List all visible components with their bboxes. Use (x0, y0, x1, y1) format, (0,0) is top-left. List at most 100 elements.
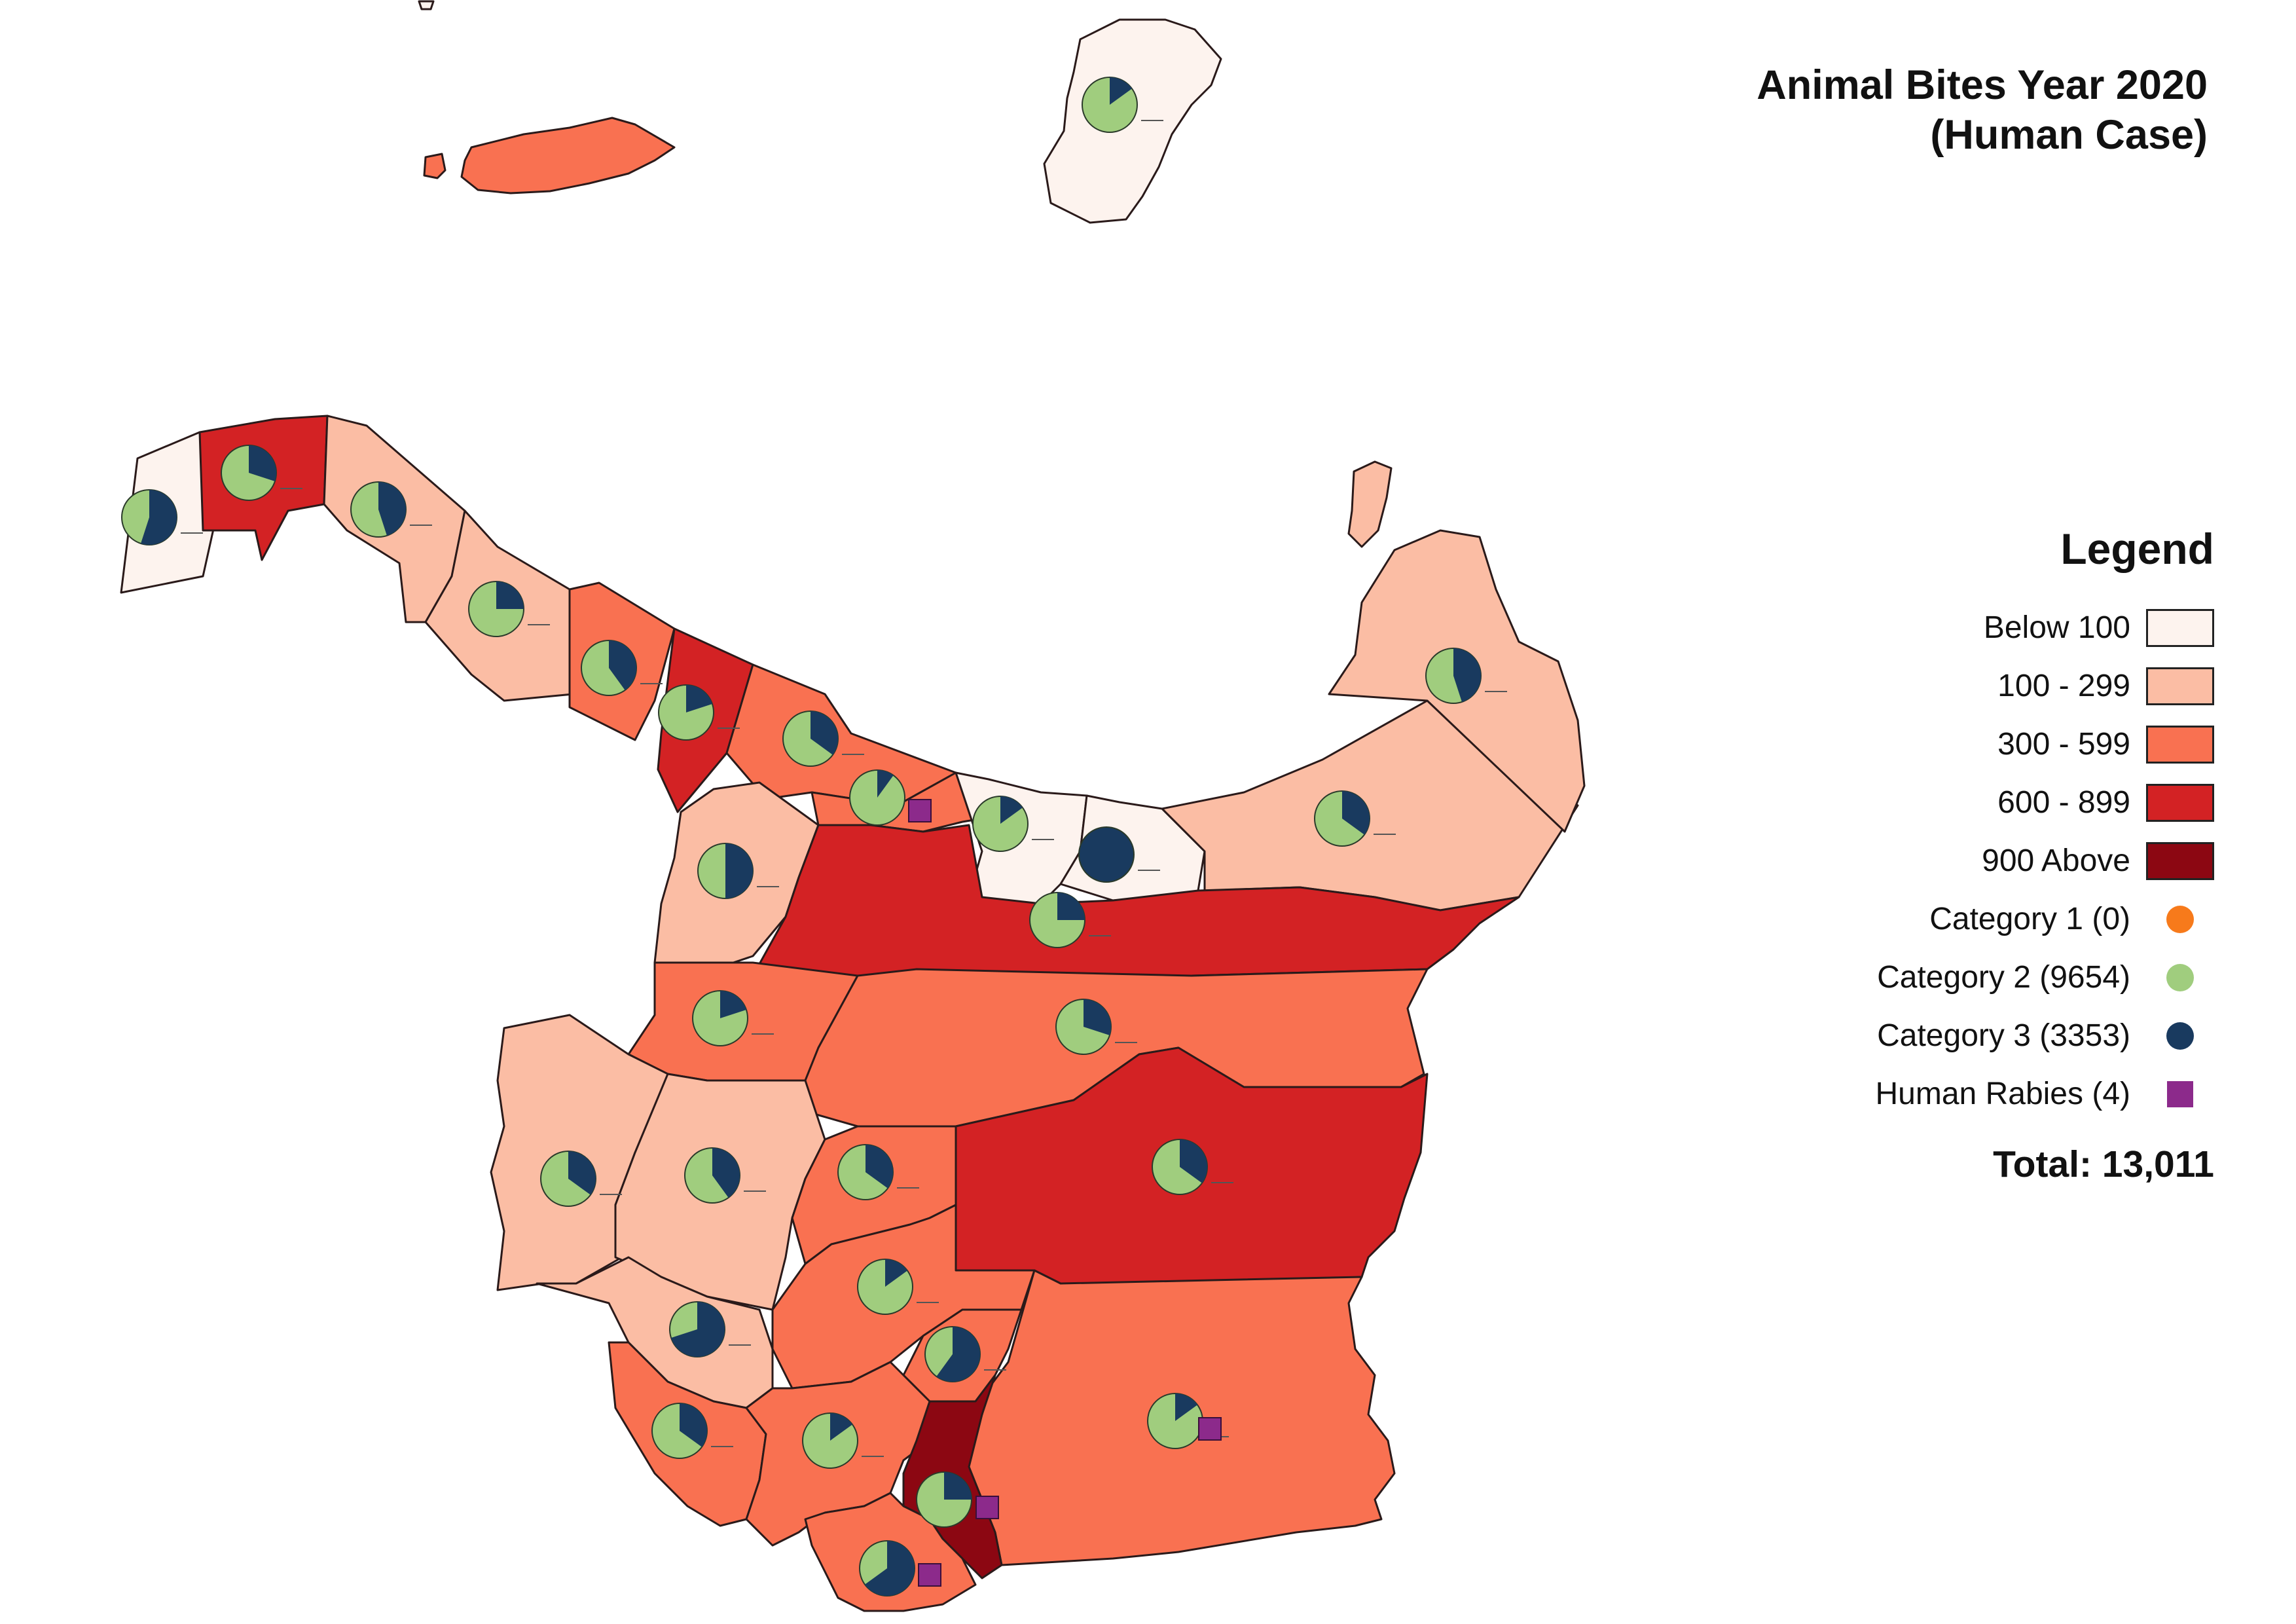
category-pie (972, 796, 1054, 852)
legend-swatch (2146, 725, 2214, 764)
category-pie (857, 1259, 939, 1315)
category-pie (1425, 648, 1507, 704)
pie-category-3-slice (609, 640, 636, 690)
category-pie (1152, 1139, 1233, 1195)
category-pie (924, 1326, 1006, 1382)
category-pie (802, 1412, 884, 1469)
pie-category-3-slice (568, 1151, 596, 1195)
legend: Legend Below 100 100 - 299 300 - 599 600… (1625, 524, 2214, 1186)
category-pie (1078, 826, 1160, 883)
category-pie (221, 445, 302, 501)
category-pie (684, 1147, 766, 1204)
pie-category-2-slice (1078, 826, 1135, 883)
category-pie (837, 1144, 919, 1200)
legend-label: 300 - 599 (1997, 727, 2130, 762)
total-count: Total: 13,011 (1993, 1143, 2214, 1185)
region-island-small-north (418, 0, 435, 10)
category-pie (121, 489, 203, 545)
region-island-west-islet (423, 153, 446, 179)
pie-category-3-slice (1000, 796, 1023, 824)
pie-category-3-slice (141, 490, 177, 545)
legend-heading: Legend (2060, 525, 2214, 573)
human-rabies-marker (908, 799, 932, 822)
pie-category-3-slice (686, 685, 712, 712)
pie-category-3-slice (680, 1403, 707, 1447)
category-pie (692, 990, 774, 1046)
pie-category-3-slice (671, 1302, 725, 1357)
pie-category-3-slice (830, 1413, 852, 1441)
region-islet-northeast (1347, 460, 1393, 548)
legend-label: Category 1 (0) (1929, 902, 2130, 936)
pie-category-3-slice (944, 1472, 972, 1500)
legend-label: Category 2 (9654) (1877, 960, 2130, 995)
pie-category-3-slice (865, 1541, 915, 1596)
category-pie (1029, 892, 1111, 948)
region-17 (490, 1014, 669, 1291)
human-rabies-marker (918, 1563, 941, 1587)
pie-category-3-slice (877, 770, 894, 798)
legend-item-600-899: 600 - 899 (1625, 773, 2214, 832)
category-1-dot-icon (2166, 905, 2194, 933)
pie-category-3-slice (378, 482, 407, 536)
human-rabies-marker (975, 1496, 999, 1519)
legend-item-human-rabies: Human Rabies (4) (1625, 1065, 2214, 1123)
pie-category-3-slice (725, 843, 753, 898)
legend-swatch (2146, 608, 2214, 647)
category-pie (859, 1540, 941, 1596)
region-island-west (460, 117, 676, 194)
category-pie (1314, 790, 1396, 847)
pie-category-3-slice (936, 1327, 980, 1382)
pie-category-3-slice (1110, 77, 1132, 105)
category-pie (658, 684, 740, 741)
pie-category-3-slice (1084, 999, 1111, 1035)
human-rabies-marker (1198, 1417, 1222, 1441)
legend-item-900-above: 900 Above (1625, 832, 2214, 890)
category-pie (849, 769, 931, 826)
legend-label: Human Rabies (4) (1875, 1077, 2130, 1111)
category-pie (651, 1403, 733, 1459)
pie-category-3-slice (712, 1148, 740, 1198)
category-3-dot-icon (2166, 1022, 2194, 1050)
legend-label: Below 100 (1983, 610, 2130, 645)
pie-category-3-slice (1342, 791, 1370, 835)
pie-category-3-slice (249, 445, 276, 481)
category-pie (669, 1301, 751, 1357)
legend-item-below-100: Below 100 (1625, 599, 2214, 657)
category-pie (782, 710, 864, 767)
pie-category-3-slice (1175, 1393, 1197, 1421)
title-line-2: (Human Case) (1930, 112, 2208, 158)
legend-label: 900 Above (1982, 843, 2130, 878)
legend-swatch (2146, 841, 2214, 880)
legend-swatch (2146, 667, 2214, 705)
legend-label: 100 - 299 (1997, 669, 2130, 703)
category-pie-charts (121, 77, 1507, 1596)
legend-item-100-299: 100 - 299 (1625, 657, 2214, 715)
legend-label: 600 - 899 (1997, 785, 2130, 820)
category-2-dot-icon (2166, 963, 2194, 991)
pie-category-3-slice (1453, 648, 1481, 702)
title-line-1: Animal Bites Year 2020 (1757, 62, 2208, 108)
legend-item-category-2: Category 2 (9654) (1625, 948, 2214, 1006)
human-rabies-markers (908, 799, 1222, 1587)
category-pie (1055, 999, 1137, 1055)
pie-category-3-slice (811, 711, 839, 755)
pie-category-3-slice (885, 1259, 907, 1287)
map-title: Animal Bites Year 2020 (Human Case) (1757, 60, 2208, 160)
human-rabies-square-icon (2167, 1080, 2193, 1107)
category-pie (540, 1151, 622, 1207)
category-pie (581, 640, 663, 696)
legend-item-300-599: 300 - 599 (1625, 715, 2214, 773)
category-pie (697, 843, 779, 899)
pie-category-3-slice (720, 991, 746, 1018)
legend-label: Category 3 (3353) (1877, 1018, 2130, 1053)
category-pie (1082, 77, 1163, 133)
category-pie (916, 1471, 998, 1528)
pie-category-3-slice (866, 1145, 893, 1189)
legend-item-category-1: Category 1 (0) (1625, 890, 2214, 948)
region-island-east (1043, 18, 1222, 224)
legend-item-category-3: Category 3 (3353) (1625, 1006, 2214, 1065)
category-pie (468, 581, 550, 637)
pie-category-3-slice (1180, 1139, 1207, 1183)
pie-category-3-slice (496, 581, 524, 609)
